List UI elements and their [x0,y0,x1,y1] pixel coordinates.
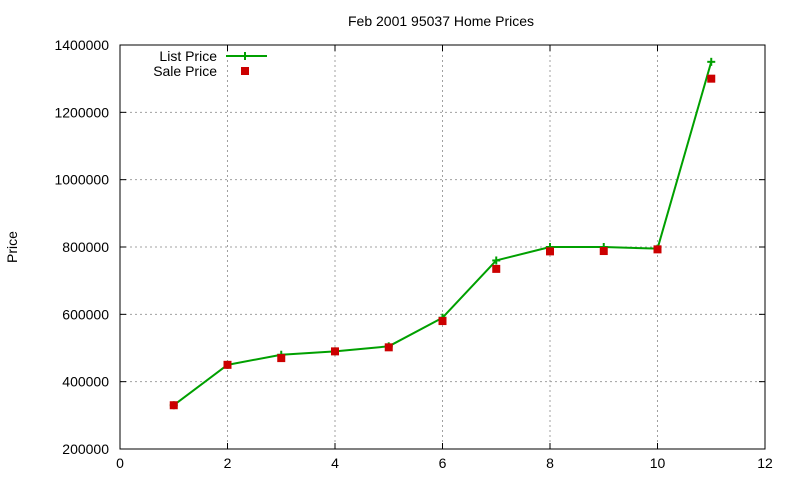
y-tick-label: 200000 [62,441,109,457]
sale-price-point [223,360,232,369]
y-tick-label: 1200000 [54,104,109,120]
sale-price-point [707,74,716,83]
x-tick-label: 4 [331,455,339,471]
list-price-line [173,61,713,407]
axis-ticks: 200000 400000 600000 800000 1000000 1200000 14… [54,37,773,471]
sale-price-point [546,247,554,256]
list-price-point [707,57,716,66]
x-tick-label: 10 [650,455,666,471]
y-tick-label: 800000 [62,239,109,255]
x-tick-label: 12 [757,455,773,471]
sale-price-point [384,343,393,352]
sale-price-point [331,347,339,356]
legend-marker-list-price [241,52,249,60]
y-tick-label: 1400000 [54,37,109,53]
x-tick-label: 6 [439,455,447,471]
legend: List Price Sale Price [153,48,267,79]
list-price-point [492,256,501,265]
legend-swatch-sale-price [241,67,249,75]
data-series [169,57,716,410]
sale-price-point [599,247,608,256]
legend-label-list-price: List Price [159,48,217,64]
sale-price-point [492,264,501,273]
y-axis-label: Price [4,231,20,263]
sale-price-point [169,401,178,410]
grid-lines [120,45,765,449]
y-tick-label: 600000 [62,306,109,322]
sale-price-point [277,354,286,363]
chart-title: Feb 2001 95037 Home Prices [348,13,534,29]
sale-price-point [653,245,662,254]
x-tick-label: 8 [546,455,554,471]
y-tick-label: 1000000 [54,172,109,188]
sale-price-point [438,317,447,326]
y-tick-label: 400000 [62,374,109,390]
x-tick-label: 2 [224,455,232,471]
x-tick-label: 0 [116,455,124,471]
series-sale-price [169,74,716,410]
legend-label-sale-price: Sale Price [153,63,217,79]
